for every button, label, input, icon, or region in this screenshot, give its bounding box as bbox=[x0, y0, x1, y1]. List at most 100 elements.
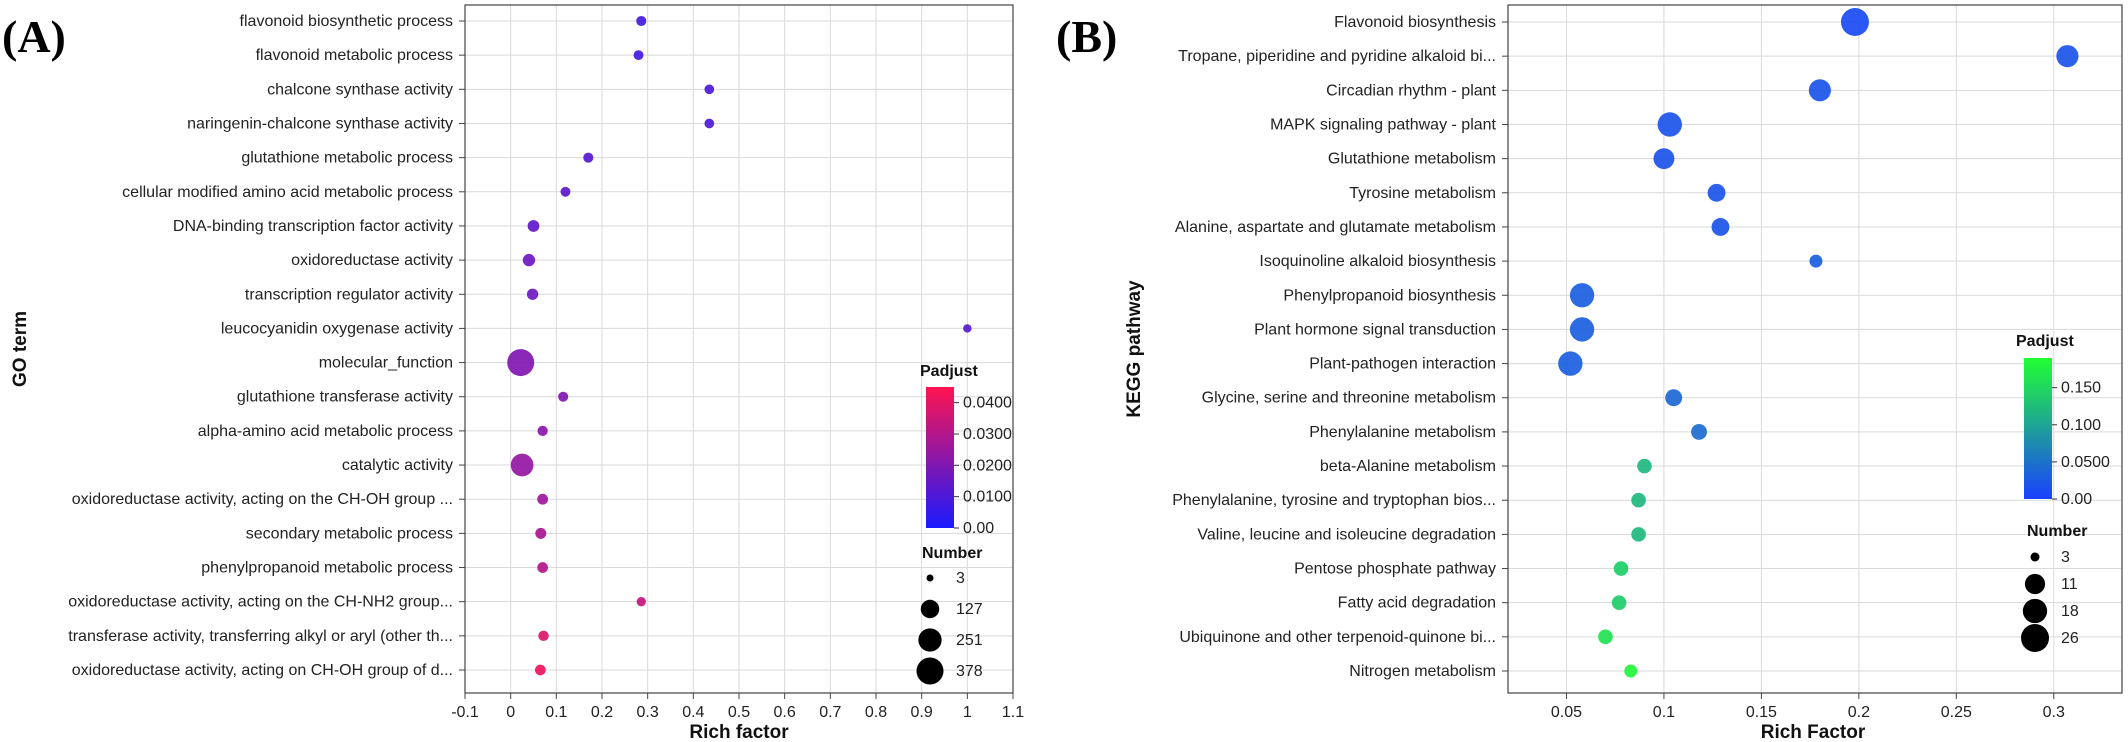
category-label-b: Phenylalanine, tyrosine and tryptophan b… bbox=[1172, 492, 1496, 509]
category-label-b: Pentose phosphate pathway bbox=[1294, 561, 1496, 578]
data-point-a bbox=[633, 50, 644, 61]
category-label-b: MAPK signaling pathway - plant bbox=[1270, 116, 1496, 133]
data-point-b bbox=[1637, 458, 1652, 474]
padjust-legend-title-a: Padjust bbox=[920, 363, 978, 380]
x-tick-label-a: 0.3 bbox=[637, 704, 659, 721]
x-tick-label-a: 1 bbox=[963, 704, 972, 721]
category-label-a: oxidoreductase activity bbox=[291, 252, 453, 269]
data-point-b bbox=[1598, 629, 1613, 645]
size-legend-dot-a bbox=[926, 574, 934, 582]
y-axis-title-a: GO term bbox=[10, 311, 31, 387]
size-legend-b: 3 11 18 26 bbox=[2021, 549, 2079, 652]
data-point-b bbox=[1657, 112, 1682, 137]
x-axis-title-b: Rich Factor bbox=[1761, 722, 1866, 742]
size-legend-dot-b bbox=[2024, 573, 2046, 595]
x-tick-label-a: 0.7 bbox=[819, 704, 841, 721]
data-point-a bbox=[534, 664, 546, 676]
category-label-b: Plant-pathogen interaction bbox=[1309, 356, 1496, 373]
data-point-a bbox=[526, 288, 539, 300]
category-label-a: transferase activity, transferring alkyl… bbox=[68, 628, 453, 645]
number-legend-title-a: Number bbox=[922, 545, 982, 562]
data-point-a bbox=[963, 324, 972, 333]
panel-label-a: (A) bbox=[2, 11, 66, 62]
colorbar-ticks-a: 0.0400 0.0300 0.0200 0.0100 0.00 bbox=[954, 395, 1012, 537]
colorbar-tick-label-a: 0.00 bbox=[963, 520, 994, 537]
x-tick-label-a: 1.1 bbox=[1002, 704, 1024, 721]
colorbar-tick-label-b: 0.150 bbox=[2061, 380, 2101, 397]
size-legend-label-a: 378 bbox=[956, 663, 983, 680]
x-tick-label-a: 0.8 bbox=[865, 704, 887, 721]
data-point-a bbox=[522, 253, 536, 267]
data-point-a bbox=[636, 597, 646, 607]
category-label-b: Phenylpropanoid biosynthesis bbox=[1283, 287, 1496, 304]
category-label-b: Phenylalanine metabolism bbox=[1309, 424, 1496, 441]
data-point-b bbox=[1665, 389, 1683, 407]
x-tick-label-a: 0.1 bbox=[545, 704, 567, 721]
data-point-a bbox=[538, 630, 549, 642]
data-point-a bbox=[704, 84, 715, 95]
data-point-b bbox=[1569, 283, 1595, 308]
category-label-a: naringenin-chalcone synthase activity bbox=[187, 115, 453, 132]
size-legend-label-a: 127 bbox=[956, 601, 983, 618]
data-point-b bbox=[1711, 218, 1730, 236]
colorbar-tick-label-a: 0.0300 bbox=[963, 426, 1012, 443]
data-point-b bbox=[1631, 492, 1646, 508]
size-legend-label-a: 3 bbox=[956, 570, 965, 587]
data-point-b bbox=[1611, 595, 1627, 610]
data-point-b bbox=[1808, 79, 1831, 102]
data-point-a bbox=[507, 349, 535, 377]
kegg-enrichment-chart: (B) Flavonoid biosynthesis Tropane, piper… bbox=[1056, 4, 2123, 742]
x-tick-label-b: 0.2 bbox=[1848, 704, 1870, 721]
data-point-a bbox=[704, 118, 715, 129]
data-point-b bbox=[1624, 664, 1638, 678]
category-label-b: Flavonoid biosynthesis bbox=[1334, 14, 1496, 31]
category-label-a: DNA-binding transcription factor activit… bbox=[173, 218, 453, 235]
data-point-b bbox=[1569, 317, 1595, 342]
x-tick-label-b: 0.15 bbox=[1746, 704, 1777, 721]
category-label-b: Alanine, aspartate and glutamate metabol… bbox=[1175, 219, 1496, 236]
x-tick-label-b: 0.05 bbox=[1551, 704, 1582, 721]
category-label-a: transcription regulator activity bbox=[245, 286, 453, 303]
data-point-a bbox=[537, 425, 548, 437]
y-category-labels-a: flavonoid biosynthetic process flavonoid … bbox=[68, 13, 453, 679]
size-legend-dot-b bbox=[2022, 598, 2048, 624]
x-tick-label-a: 0.5 bbox=[728, 704, 750, 721]
category-label-a: phenylpropanoid metabolic process bbox=[201, 560, 453, 577]
category-label-a: molecular_function bbox=[319, 355, 453, 372]
data-point-a bbox=[583, 152, 594, 163]
category-label-a: oxidoreductase activity, acting on the C… bbox=[68, 594, 453, 611]
data-point-b bbox=[1653, 148, 1675, 170]
size-legend-dot-a bbox=[918, 628, 942, 652]
x-tick-label-a: 0.2 bbox=[591, 704, 613, 721]
x-tick-label-a: 0.6 bbox=[774, 704, 796, 721]
size-legend-dot-b bbox=[2030, 552, 2040, 562]
grid-b bbox=[1502, 5, 2122, 699]
padjust-colorbar-b bbox=[2024, 358, 2052, 499]
category-label-b: Valine, leucine and isoleucine degradati… bbox=[1197, 526, 1496, 543]
category-label-a: alpha-amino acid metabolic process bbox=[198, 423, 453, 440]
size-legend-label-b: 11 bbox=[2061, 576, 2078, 593]
data-point-a bbox=[510, 453, 534, 477]
colorbar-tick-label-b: 0.0500 bbox=[2061, 454, 2110, 471]
data-point-b bbox=[1691, 423, 1707, 440]
data-point-a bbox=[636, 15, 647, 27]
x-tick-label-a: -0.1 bbox=[451, 704, 479, 721]
x-axis-title-a: Rich factor bbox=[689, 722, 789, 742]
category-label-a: oxidoreductase activity, acting on the C… bbox=[72, 491, 453, 508]
panel-label-b: (B) bbox=[1056, 11, 1117, 62]
category-label-b: Nitrogen metabolism bbox=[1349, 663, 1496, 680]
x-tick-labels-a: -0.1 0 0.1 0.2 0.3 0.4 0.5 0.6 0.7 0.8 0.9 1 1.1 bbox=[451, 704, 1024, 721]
category-label-a: chalcone synthase activity bbox=[267, 81, 453, 98]
data-point-b bbox=[1809, 254, 1823, 268]
plot-frame-b bbox=[1507, 4, 2123, 694]
category-label-a: cellular modified amino acid metabolic p… bbox=[122, 184, 453, 201]
size-legend-dot-b bbox=[2021, 624, 2049, 652]
data-point-b bbox=[2056, 45, 2079, 68]
category-label-a: flavonoid metabolic process bbox=[256, 47, 453, 64]
colorbar-tick-label-a: 0.0200 bbox=[963, 457, 1012, 474]
colorbar-tick-label-b: 0.100 bbox=[2061, 417, 2101, 434]
grid-a bbox=[459, 5, 1014, 699]
size-legend-dot-a bbox=[916, 657, 944, 685]
category-label-b: Tropane, piperidine and pyridine alkaloi… bbox=[1178, 48, 1496, 65]
colorbar-ticks-b: 0.150 0.100 0.0500 0.00 bbox=[2052, 380, 2110, 508]
